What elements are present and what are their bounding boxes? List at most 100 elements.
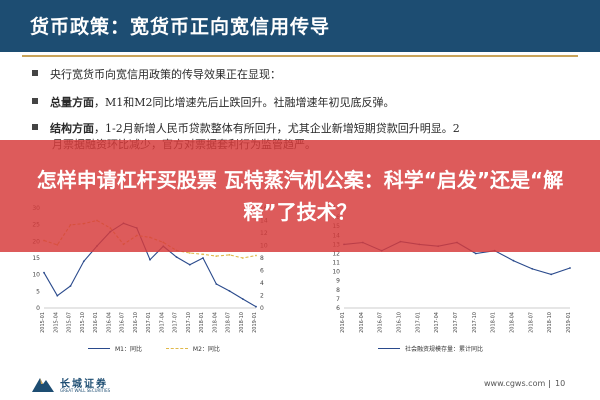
bullet-1: 央行宽货币向宽信用政策的传导效果正在显现： xyxy=(32,66,281,82)
series-2-point xyxy=(202,253,204,256)
x-tick-label: 2019-01 xyxy=(566,312,572,333)
x-tick-label: 2016-10 xyxy=(133,312,139,333)
y-left-tick-label: 6 xyxy=(336,305,340,312)
series-1-point xyxy=(188,263,191,266)
legend-tsf-label: 社会融资规模存量：累计同比 xyxy=(405,346,484,353)
y-right-tick-label: 6 xyxy=(260,268,264,275)
legend-m2-label: M2：同比 xyxy=(192,346,220,353)
y-left-tick-label: 10 xyxy=(332,269,340,276)
x-tick-label: 2018-07 xyxy=(226,312,232,333)
x-tick-label: 2017-07 xyxy=(453,312,459,333)
series-1-point xyxy=(255,305,257,308)
footer-divider xyxy=(549,380,550,388)
y-left-tick-label: 0 xyxy=(36,305,40,312)
x-tick-label: 2016-07 xyxy=(120,312,126,333)
y-left-tick-label: 15 xyxy=(32,255,40,262)
legend-m2-swatch xyxy=(165,348,188,349)
x-tick-label: 2016-10 xyxy=(397,312,403,333)
y-left-tick-label: 10 xyxy=(32,272,40,279)
y-left-tick-label: 11 xyxy=(332,260,340,267)
x-tick-label: 2017-01 xyxy=(415,312,421,333)
title-divider xyxy=(22,55,578,57)
bullet-2-text: ，M1和M2同比增速先后止跌回升。社融增速年初见底反弹。 xyxy=(94,96,395,109)
bullet-square-icon xyxy=(32,98,38,104)
x-tick-label: 2018-07 xyxy=(528,312,534,333)
x-tick-label: 2016-01 xyxy=(340,312,346,333)
bullet-3-text: ，1-2月新增人民币贷款整体有所回升，尤其企业新增短期贷款回升明显。2 xyxy=(94,122,460,135)
x-tick-label: 2018-04 xyxy=(510,312,516,333)
x-tick-label: 2017-10 xyxy=(186,312,192,333)
series-1-point xyxy=(474,252,477,255)
series-1-point xyxy=(512,259,515,262)
x-tick-label: 2019-01 xyxy=(252,312,258,333)
series-1-point xyxy=(202,257,204,259)
series-1-point xyxy=(175,256,178,258)
headline-overlay-text: 怎样申请杠杆买股票 瓦特蒸汽机公案：科学“启发”还是“解释”了技术？ xyxy=(36,168,564,224)
x-tick-label: 2016-01 xyxy=(93,312,99,333)
series-2-point xyxy=(188,252,191,254)
slide-header: 货币政策：宽货币正向宽信用传导 xyxy=(0,0,600,52)
x-tick-label: 2018-10 xyxy=(547,312,553,333)
x-tick-label: 2018-01 xyxy=(199,312,205,333)
series-1-point xyxy=(228,290,231,292)
y-left-tick-label: 8 xyxy=(336,287,340,294)
x-tick-label: 2018-01 xyxy=(491,312,497,333)
series-1-point xyxy=(215,283,218,285)
series-1-point xyxy=(56,294,59,297)
series-2-point xyxy=(241,257,244,259)
legend-tsf-swatch xyxy=(378,348,400,349)
x-tick-label: 2015-04 xyxy=(53,312,59,333)
x-tick-label: 2017-04 xyxy=(434,312,440,333)
series-1-point xyxy=(69,285,72,287)
bullet-3: 结构方面，1-2月新增人民币贷款整体有所回升，尤其企业新增短期贷款回升明显。2 xyxy=(32,120,460,136)
legend-m1-swatch xyxy=(88,348,110,349)
x-tick-label: 2018-04 xyxy=(212,312,218,333)
headline-overlay-banner: 怎样申请杠杆买股票 瓦特蒸汽机公案：科学“启发”还是“解释”了技术？ xyxy=(0,140,600,252)
series-1-point xyxy=(82,260,85,263)
legend-m1-label: M1：同比 xyxy=(115,346,142,353)
x-tick-label: 2016-04 xyxy=(106,312,112,333)
left-chart-legend: M1：同比 M2：同比 xyxy=(88,344,220,353)
x-tick-label: 2017-01 xyxy=(146,312,152,333)
x-tick-label: 2017-07 xyxy=(173,312,179,333)
y-right-tick-label: 8 xyxy=(260,255,264,262)
x-tick-label: 2016-04 xyxy=(359,312,365,333)
y-left-tick-label: 9 xyxy=(336,278,340,285)
m1-m2-chart: 05101520253002468101214162015-012015-042… xyxy=(32,205,267,333)
y-right-tick-label: 2 xyxy=(260,293,264,300)
x-tick-label: 2015-07 xyxy=(67,312,73,333)
bullet-2: 总量方面，M1和M2同比增速先后止跌回升。社融增速年初见底反弹。 xyxy=(32,94,395,110)
bullet-3-lead: 结构方面 xyxy=(50,122,94,135)
right-chart-legend: 社会融资规模存量：累计同比 xyxy=(378,344,483,353)
series-1-point xyxy=(43,271,45,274)
brand-name: 长城证券 xyxy=(60,379,108,390)
x-tick-label: 2017-10 xyxy=(472,312,478,333)
bullet-square-icon xyxy=(32,124,38,130)
x-tick-label: 2015-10 xyxy=(80,312,86,333)
y-left-tick-label: 7 xyxy=(336,296,340,303)
bullet-1-text: 央行宽货币向宽信用政策的传导效果正在显现： xyxy=(50,68,281,81)
x-tick-label: 2015-01 xyxy=(40,312,46,333)
x-tick-label: 2018-10 xyxy=(239,312,245,333)
series-1-point xyxy=(550,273,553,276)
x-tick-label: 2016-07 xyxy=(378,312,384,333)
y-right-tick-label: 4 xyxy=(260,280,264,287)
slide-title: 货币政策：宽货币正向宽信用传导 xyxy=(30,16,331,38)
page-number: 10 xyxy=(555,379,566,388)
y-left-tick-label: 12 xyxy=(332,250,340,257)
bullet-2-lead: 总量方面 xyxy=(50,96,94,109)
great-wall-logo-icon xyxy=(32,378,54,392)
y-left-tick-label: 5 xyxy=(36,288,40,295)
series-2-point xyxy=(215,255,218,257)
series-1-point xyxy=(149,258,151,261)
bullet-square-icon xyxy=(32,70,38,76)
y-right-tick-label: 0 xyxy=(260,305,264,312)
brand-subtitle: GREAT WALL SECURITIES xyxy=(60,388,111,393)
series-1-point xyxy=(241,298,244,300)
series-2-point xyxy=(255,254,257,257)
series-2-point xyxy=(228,254,231,256)
website-link[interactable]: www.cgws.com xyxy=(484,379,546,388)
x-tick-label: 2017-04 xyxy=(159,312,165,333)
series-1-point xyxy=(531,268,534,270)
series-1-point xyxy=(569,267,571,269)
